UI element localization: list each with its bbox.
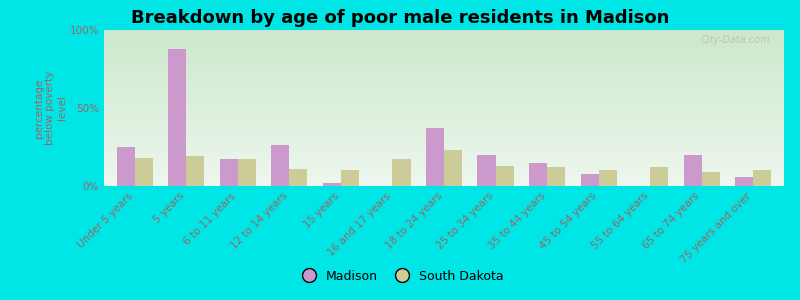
- Bar: [581, 173, 598, 186]
- Bar: [323, 183, 341, 186]
- Text: City-Data.com: City-Data.com: [701, 35, 770, 45]
- Text: Breakdown by age of poor male residents in Madison: Breakdown by age of poor male residents …: [131, 9, 669, 27]
- Bar: [238, 160, 256, 186]
- Bar: [753, 170, 771, 186]
- Bar: [341, 170, 359, 186]
- Legend: Madison, South Dakota: Madison, South Dakota: [292, 265, 508, 288]
- Bar: [495, 166, 514, 186]
- Bar: [444, 150, 462, 186]
- Y-axis label: percentage
below poverty
level: percentage below poverty level: [34, 71, 67, 145]
- Bar: [735, 177, 753, 186]
- Bar: [271, 146, 290, 186]
- Bar: [220, 160, 238, 186]
- Bar: [702, 172, 720, 186]
- Bar: [478, 155, 495, 186]
- Bar: [598, 170, 617, 186]
- Bar: [168, 49, 186, 186]
- Bar: [393, 160, 410, 186]
- Bar: [683, 155, 702, 186]
- Bar: [650, 167, 668, 186]
- Bar: [426, 128, 444, 186]
- Bar: [290, 169, 307, 186]
- Bar: [117, 147, 135, 186]
- Bar: [547, 167, 565, 186]
- Bar: [135, 158, 153, 186]
- Bar: [529, 163, 547, 186]
- Bar: [186, 156, 205, 186]
